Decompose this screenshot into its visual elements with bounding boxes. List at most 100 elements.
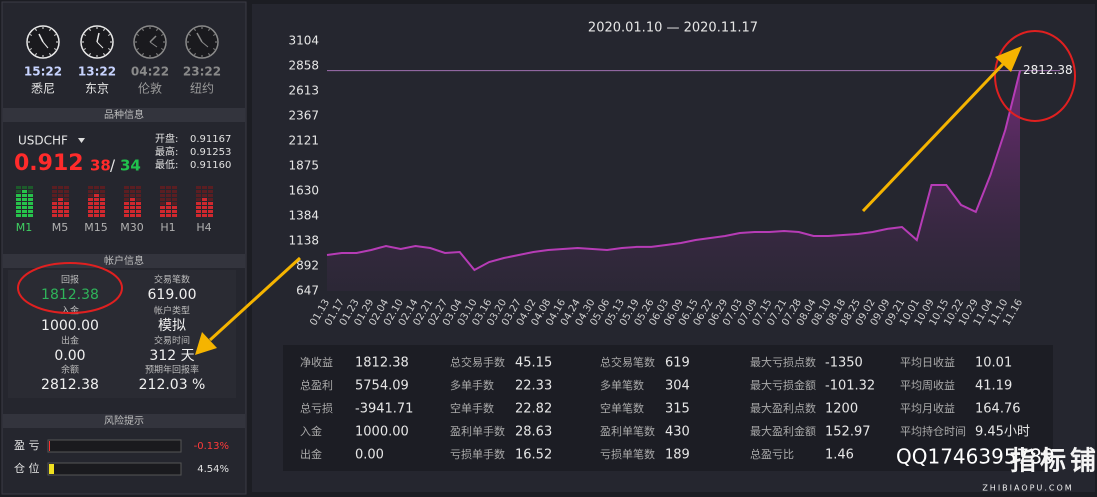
meter-cell — [100, 206, 105, 209]
meter-cell — [130, 214, 135, 217]
stat-value: 28.63 — [515, 425, 552, 440]
meter-cell — [196, 186, 201, 189]
meter-cell — [130, 206, 135, 209]
meter-cell — [58, 214, 63, 217]
timeframe-label[interactable]: M30 — [120, 221, 144, 234]
meter-cell — [58, 194, 63, 197]
chart-title: 2020.01.10 — 2020.11.17 — [588, 21, 758, 36]
meter-cell — [160, 194, 165, 197]
meter-cell — [196, 214, 201, 217]
left-panel — [1, 1, 247, 495]
meter-cell — [64, 186, 69, 189]
account-value: 312 天 — [149, 348, 194, 364]
meter-cell — [202, 186, 207, 189]
timeframe-label[interactable]: M1 — [16, 221, 33, 234]
y-tick-label: 3104 — [288, 34, 319, 48]
timeframe-label[interactable]: H4 — [196, 221, 211, 234]
timeframe-label[interactable]: H1 — [160, 221, 175, 234]
clock-hand — [201, 41, 209, 48]
meter-cell — [208, 202, 213, 205]
risk-label: 仓 位 — [14, 461, 40, 475]
meter-cell — [172, 214, 177, 217]
stat-value: 430 — [665, 425, 690, 440]
section-title: 帐户信息 — [104, 254, 144, 267]
meter-cell — [172, 186, 177, 189]
meter-cell — [100, 194, 105, 197]
clock-hand — [149, 35, 157, 43]
stat-value: 164.76 — [975, 402, 1021, 417]
risk-bar-fill — [49, 464, 54, 474]
meter-cell — [160, 186, 165, 189]
stat-label: 亏损单笔数 — [600, 447, 655, 461]
meter-cell — [88, 210, 93, 213]
stat-label: 盈利单手数 — [450, 424, 505, 438]
stat-value: 0.00 — [355, 448, 384, 463]
account-label: 余额 — [61, 364, 79, 376]
stat-value: 152.97 — [825, 425, 871, 440]
meter-cell — [202, 194, 207, 197]
account-value: 619.00 — [148, 287, 197, 303]
meter-cell — [136, 186, 141, 189]
clock-tick — [136, 34, 139, 36]
meter-cell — [202, 206, 207, 209]
meter-cell — [88, 198, 93, 201]
timeframe-label[interactable]: M5 — [52, 221, 69, 234]
meter-cell — [136, 206, 141, 209]
section-header — [3, 254, 245, 268]
meter-cell — [172, 202, 177, 205]
clock-tick — [89, 28, 91, 31]
stat-label: 总交易笔数 — [600, 355, 655, 369]
watermark-site: 指标铺 — [1010, 447, 1097, 477]
clock-tick — [136, 48, 139, 50]
highlight-circle — [994, 30, 1076, 122]
clock-tick — [213, 34, 216, 36]
clock-tick — [156, 28, 158, 31]
stat-value: 304 — [665, 379, 690, 394]
meter-cell — [58, 206, 63, 209]
price-main: 0.912 — [14, 151, 84, 176]
meter-cell — [58, 186, 63, 189]
arrowhead — [995, 46, 1022, 72]
meter-cell — [172, 194, 177, 197]
y-tick-label: 2858 — [288, 59, 319, 73]
clock-tick — [213, 48, 216, 50]
meter-cell — [94, 190, 99, 193]
symbol[interactable]: USDCHF — [18, 134, 68, 148]
meter-cell — [28, 202, 33, 205]
meter-cell — [124, 198, 129, 201]
clock-city: 东京 — [85, 82, 109, 96]
timeframe-label[interactable]: M15 — [84, 221, 108, 234]
clock-tick — [54, 34, 57, 36]
clock-tick — [103, 28, 105, 31]
meter-cell — [28, 214, 33, 217]
meter-cell — [22, 202, 27, 205]
risk-bar-fill — [49, 441, 50, 451]
meter-cell — [160, 206, 165, 209]
stat-value: 5754.09 — [355, 379, 409, 394]
account-value: 2812.38 — [41, 377, 99, 393]
dropdown-arrow[interactable] — [78, 138, 85, 143]
ohlc-label: 最高: — [155, 145, 178, 158]
stat-value: 10.01 — [975, 356, 1012, 371]
account-label: 回报 — [61, 274, 79, 286]
price-ask-tail: 34 — [120, 157, 141, 175]
clock-tick — [188, 34, 191, 36]
meter-cell — [64, 206, 69, 209]
ohlc-value: 0.91253 — [190, 147, 231, 158]
meter-cell — [94, 214, 99, 217]
clock-time: 23:22 — [183, 65, 221, 79]
meter-cell — [208, 210, 213, 213]
clock-tick — [161, 34, 164, 36]
meter-cell — [130, 210, 135, 213]
stat-value: 1812.38 — [355, 356, 409, 371]
stat-value: 9.45小时 — [975, 425, 1030, 440]
clock-tick — [142, 28, 144, 31]
y-tick-label: 1138 — [288, 234, 319, 248]
meter-cell — [16, 202, 21, 205]
meter-cell — [124, 202, 129, 205]
meter-cell — [196, 190, 201, 193]
meter-cell — [172, 206, 177, 209]
account-value: 0.00 — [54, 348, 85, 364]
